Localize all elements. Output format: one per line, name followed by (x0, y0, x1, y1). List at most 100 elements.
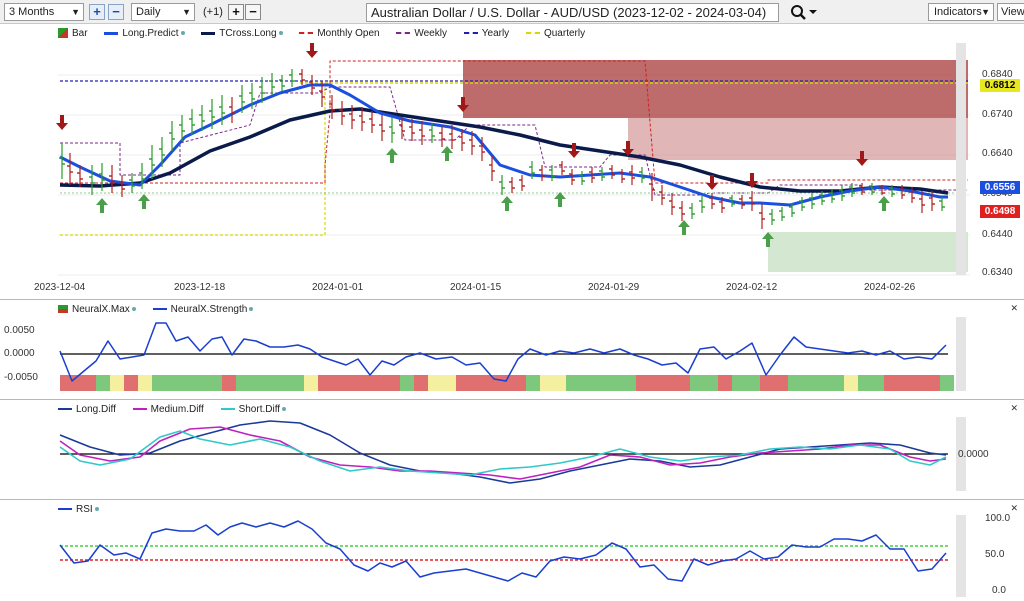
legend-rsi: RSI (58, 504, 99, 515)
neuralx-legend: NeuralX.Max NeuralX.Strength (58, 304, 267, 315)
up-arrow-icon (96, 198, 108, 205)
long-predict-line (59, 83, 948, 207)
indicators-label: Indicators (934, 6, 982, 18)
down-arrow-icon (710, 175, 714, 184)
neuralx-scrollbar[interactable] (956, 317, 966, 391)
price-chart-canvas[interactable] (0, 25, 1024, 300)
up-arrow-icon (762, 232, 774, 239)
chevron-down-icon: ▼ (71, 7, 80, 17)
x-tick: 2024-02-12 (726, 282, 778, 293)
y-tick: 100.0 (985, 513, 1011, 524)
y-tick: 0.0000 (4, 348, 35, 359)
down-arrow-icon (461, 97, 465, 106)
diff-canvas[interactable] (0, 401, 1024, 500)
neuralx-max-block (636, 375, 690, 391)
toolbar: 3 Months ▼ + − Daily ▼ (+1) + − Australi… (0, 0, 1024, 24)
neuralx-max-block (456, 375, 526, 391)
price-chart-panel[interactable]: Bar Long.Predict TCross.Long Monthly Ope… (0, 25, 1024, 300)
offset-plus-button[interactable]: + (228, 4, 244, 20)
chevron-down-icon: ▼ (981, 7, 990, 17)
close-panel-icon[interactable]: ✕ (1010, 403, 1018, 413)
x-tick: 2024-01-15 (450, 282, 502, 293)
price-scrollbar[interactable] (956, 43, 966, 275)
y-tick: 0.6440 (982, 229, 1013, 240)
down-arrow-icon (856, 159, 868, 166)
down-arrow-icon (626, 141, 630, 150)
rsi-canvas[interactable] (0, 501, 1024, 601)
up-arrow-icon (138, 194, 150, 201)
view-button[interactable]: View (997, 3, 1024, 21)
y-tick: -0.0050 (4, 372, 38, 383)
indicators-button[interactable]: Indicators ▼ (928, 3, 994, 21)
y-tick: 0.0 (992, 585, 1006, 596)
rsi-panel[interactable]: RSI ✕ 100.0 50.0 0.0 (0, 501, 1024, 601)
neuralx-max-block (124, 375, 138, 391)
up-arrow-icon (505, 202, 509, 211)
diff-panel[interactable]: Long.Diff Medium.Diff Short.Diff ✕ 0.000… (0, 401, 1024, 500)
y-tick: 0.6840 (982, 69, 1013, 80)
search-button[interactable] (789, 3, 819, 21)
neuralx-strength-line (59, 322, 947, 382)
x-tick: 2024-01-01 (312, 282, 364, 293)
neuralx-max-block (414, 375, 428, 391)
long-diff-line (59, 420, 947, 484)
price-chart-legend: Bar Long.Predict TCross.Long Monthly Ope… (58, 28, 599, 39)
close-panel-icon[interactable]: ✕ (1010, 303, 1018, 313)
rsi-legend: RSI (58, 504, 113, 515)
legend-neuralx-max: NeuralX.Max (58, 304, 136, 315)
up-arrow-icon (878, 196, 890, 203)
legend-quarterly: Quarterly (525, 28, 585, 39)
offset-minus-button[interactable]: − (245, 4, 261, 20)
neuralx-max-block (138, 375, 152, 391)
quarterly-line (60, 83, 326, 236)
monthly-open-line (60, 60, 968, 184)
legend-tcross-long: TCross.Long (201, 28, 283, 39)
zoom-out-button[interactable]: − (108, 4, 124, 20)
symbol-title-input[interactable]: Australian Dollar / U.S. Dollar - AUD/US… (366, 3, 779, 22)
zoom-in-button[interactable]: + (89, 4, 105, 20)
time-range-select[interactable]: 3 Months ▼ (4, 3, 84, 21)
neuralx-max-block (788, 375, 844, 391)
x-tick: 2024-01-29 (588, 282, 640, 293)
up-arrow-icon (678, 220, 690, 227)
monthly-open-price-tag: 0.6498 (980, 205, 1020, 218)
neuralx-max-block (96, 375, 110, 391)
legend-long-diff: Long.Diff (58, 404, 116, 415)
neuralx-max-block (428, 375, 456, 391)
legend-short-diff: Short.Diff (220, 404, 287, 415)
legend-long-predict: Long.Predict (104, 28, 185, 39)
long-predict-price-tag: 0.6556 (980, 181, 1020, 194)
interval-select[interactable]: Daily ▼ (131, 3, 195, 21)
down-arrow-icon (568, 151, 580, 158)
rsi-scrollbar[interactable] (956, 515, 966, 597)
down-arrow-icon (310, 43, 314, 52)
legend-yearly: Yearly (463, 28, 509, 39)
neuralx-canvas[interactable] (0, 301, 1024, 400)
down-arrow-icon (706, 183, 718, 190)
yearly-price-tag: 0.6812 (980, 79, 1020, 92)
bar-icon (58, 28, 68, 39)
diff-legend: Long.Diff Medium.Diff Short.Diff (58, 404, 300, 415)
support-zone (768, 232, 968, 272)
medium-diff-line (59, 426, 947, 480)
diff-scrollbar[interactable] (956, 417, 966, 491)
neuralx-panel[interactable]: NeuralX.Max NeuralX.Strength ✕ 0.0050 0.… (0, 301, 1024, 400)
search-icon (791, 5, 817, 20)
neuralx-max-block (540, 375, 566, 391)
neuralx-max-block (236, 375, 304, 391)
x-tick: 2023-12-04 (34, 282, 86, 293)
y-tick: 0.0050 (4, 325, 35, 336)
neuralx-max-block (566, 375, 636, 391)
legend-weekly: Weekly (396, 28, 447, 39)
down-arrow-icon (572, 143, 576, 152)
up-arrow-icon (390, 154, 394, 163)
neuralx-max-block (760, 375, 788, 391)
down-arrow-icon (56, 123, 68, 130)
neuralx-max-block (718, 375, 732, 391)
legend-bar: Bar (58, 28, 88, 39)
up-arrow-icon (882, 202, 886, 211)
close-panel-icon[interactable]: ✕ (1010, 503, 1018, 513)
x-tick: 2024-02-26 (864, 282, 916, 293)
up-arrow-icon (445, 152, 449, 161)
resistance-zone (463, 60, 968, 118)
